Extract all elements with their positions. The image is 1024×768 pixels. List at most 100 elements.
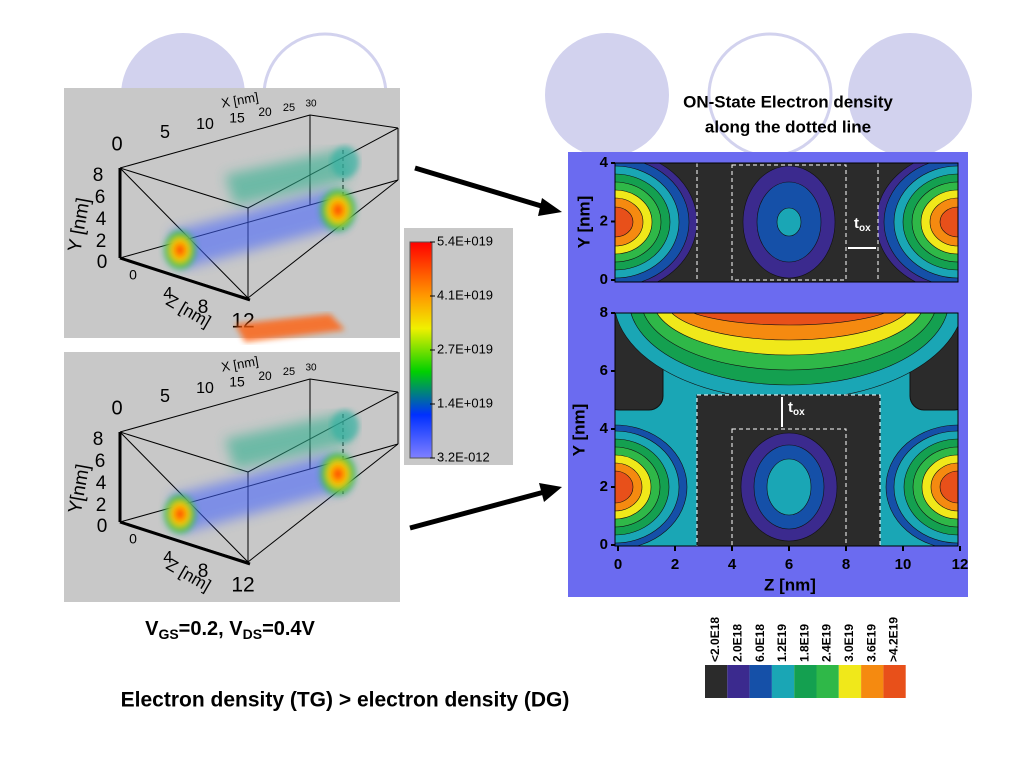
y-tick-label: 4 xyxy=(600,154,609,171)
density-blobs xyxy=(162,314,359,536)
legend-swatch xyxy=(816,665,839,698)
colorbar-label: 2.7E+019 xyxy=(437,341,493,356)
blob xyxy=(331,410,359,442)
colorbar xyxy=(409,241,433,459)
caption-sub: DS xyxy=(243,626,262,642)
legend-label: 1.8E19 xyxy=(797,624,811,662)
x-tick-label: 8 xyxy=(842,556,850,573)
contour-bottom xyxy=(615,313,958,546)
caption-sub: GS xyxy=(158,626,178,642)
wireframe xyxy=(119,431,249,473)
legend-label: 6.0E18 xyxy=(753,624,767,662)
legend-label: 3.6E19 xyxy=(864,624,878,662)
dotted-box xyxy=(731,164,847,281)
legend-swatch xyxy=(727,665,750,698)
wireframe xyxy=(119,520,251,566)
z-tick-label: 8 xyxy=(198,561,209,582)
footer: Electron density (TG) > electron density… xyxy=(121,689,570,712)
x-axis-label: X [nm] xyxy=(220,89,260,110)
tox-main: t xyxy=(788,399,793,416)
tube xyxy=(225,150,350,205)
arrows xyxy=(409,165,562,531)
x-tick-label: 20 xyxy=(258,369,272,383)
y-tick-label: 0 xyxy=(600,536,608,553)
legend-swatch xyxy=(883,665,906,698)
y-tick-label: 8 xyxy=(93,429,104,450)
caption-text: V xyxy=(145,618,159,640)
legend-label: 1.2E19 xyxy=(775,624,789,662)
wireframe xyxy=(247,179,399,299)
dotted-box xyxy=(731,428,847,546)
y-tick-label: 8 xyxy=(93,165,104,186)
x-tick-label: 4 xyxy=(728,556,737,573)
caption: VGS=0.2, VDS=0.4V xyxy=(145,618,315,641)
y-tick-label: 2 xyxy=(600,478,608,495)
x-tick-label: 2 xyxy=(671,556,679,573)
y-tick-label: 2 xyxy=(600,212,608,229)
y-tick-label: 2 xyxy=(96,495,107,516)
legend-label: 2.4E19 xyxy=(820,624,834,662)
slab xyxy=(235,314,345,342)
y-tick-label: 6 xyxy=(95,187,106,208)
x-tick-label: 15 xyxy=(229,110,245,126)
y-axis-label: Y [nm] xyxy=(574,196,593,249)
y-tick-label: 8 xyxy=(600,304,608,321)
x-tick-label: 0 xyxy=(111,397,122,419)
z-tick-label: 12 xyxy=(231,574,254,597)
legend-label: <2.0E18 xyxy=(708,617,722,662)
contour-band xyxy=(615,206,634,238)
x-tick-label: 12 xyxy=(952,556,969,573)
wireframe xyxy=(309,114,399,129)
x-tick-label: 30 xyxy=(305,363,317,374)
legend-label: 2.0E18 xyxy=(730,624,744,662)
y-tick-label: 6 xyxy=(600,362,608,379)
y-tick-label: 0 xyxy=(97,252,108,273)
tox-sub: ox xyxy=(859,223,871,234)
contour-top xyxy=(615,163,958,282)
caption-text: =0.2, V xyxy=(179,618,244,640)
blob xyxy=(331,146,359,178)
tox-main: t xyxy=(854,215,859,232)
y-tick-label: 0 xyxy=(600,271,608,288)
x-tick-label: 10 xyxy=(196,380,214,397)
x-tick-label: 10 xyxy=(196,116,214,133)
tox-label: tox xyxy=(788,399,805,418)
tube xyxy=(225,414,350,469)
wireframe xyxy=(119,114,311,169)
y-tick-label: 2 xyxy=(96,231,107,252)
x-tick-label: 5 xyxy=(160,122,170,142)
contour-title: ON-State Electron density xyxy=(683,92,893,111)
wireframe xyxy=(119,256,251,302)
x-tick-label: 0 xyxy=(111,133,122,155)
contour-band xyxy=(615,470,634,504)
wireframe xyxy=(247,443,399,563)
x-tick-label: 30 xyxy=(305,99,317,110)
contour-band xyxy=(766,458,812,516)
blob xyxy=(318,450,358,498)
dotted-box xyxy=(696,394,881,546)
contour-band xyxy=(776,207,802,237)
y-tick-label: 0 xyxy=(97,516,108,537)
legend-swatch xyxy=(838,665,862,698)
contour-band xyxy=(939,470,958,504)
colorbar-label: 3.2E-012 xyxy=(437,449,490,464)
legend-swatch xyxy=(705,665,728,698)
x-tick-label: 6 xyxy=(785,556,793,573)
y-tick-label: 4 xyxy=(96,209,107,230)
z-tick-label: 0 xyxy=(129,267,137,283)
y-tick-label: 4 xyxy=(600,420,609,437)
legend-label: >4.2E19 xyxy=(887,617,901,662)
tox-sub: ox xyxy=(793,407,805,418)
x-tick-label: 25 xyxy=(283,102,295,114)
z-tick-label: 0 xyxy=(129,531,137,547)
wireframe xyxy=(309,378,399,393)
legend-swatch xyxy=(794,665,817,698)
x-tick-label: 25 xyxy=(283,366,295,378)
tube xyxy=(170,454,345,532)
x-tick-label: 20 xyxy=(258,105,272,119)
z-tick-label: 4 xyxy=(163,283,172,302)
x-tick-label: 5 xyxy=(160,386,170,406)
blob xyxy=(162,228,198,272)
